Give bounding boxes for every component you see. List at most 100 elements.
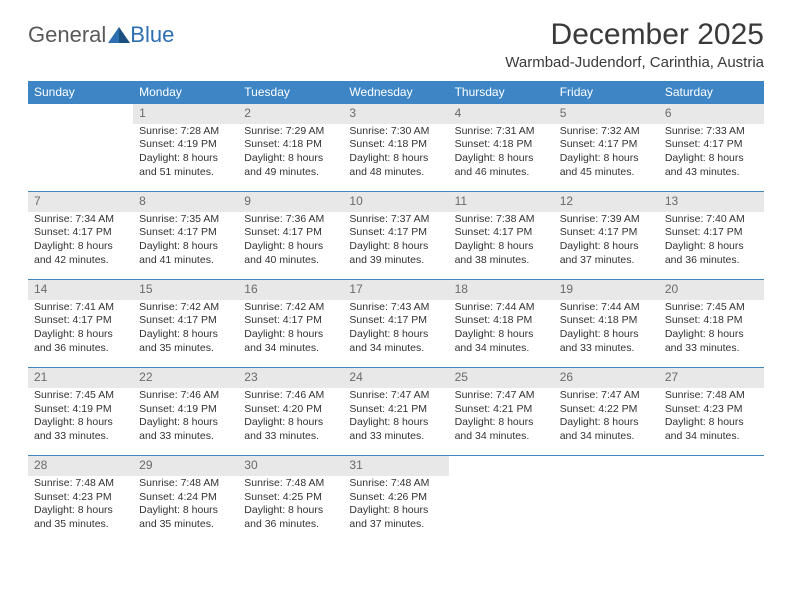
daylight-text: and 36 minutes. (665, 254, 758, 268)
day-cell: Sunrise: 7:40 AMSunset: 4:17 PMDaylight:… (659, 212, 764, 280)
daylight-text: Daylight: 8 hours (139, 416, 232, 430)
sunset-text: Sunset: 4:17 PM (139, 226, 232, 240)
day-cell: Sunrise: 7:34 AMSunset: 4:17 PMDaylight:… (28, 212, 133, 280)
day-cell: Sunrise: 7:33 AMSunset: 4:17 PMDaylight:… (659, 124, 764, 192)
daylight-text: Daylight: 8 hours (665, 328, 758, 342)
daylight-text: and 41 minutes. (139, 254, 232, 268)
sunrise-text: Sunrise: 7:37 AM (349, 213, 442, 227)
day-number: 23 (238, 368, 343, 388)
day-cell: Sunrise: 7:36 AMSunset: 4:17 PMDaylight:… (238, 212, 343, 280)
sunset-text: Sunset: 4:18 PM (455, 314, 548, 328)
daylight-text: Daylight: 8 hours (349, 328, 442, 342)
daynum-row: 21222324252627 (28, 368, 764, 388)
daynum-row: 78910111213 (28, 192, 764, 212)
sunrise-text: Sunrise: 7:46 AM (244, 389, 337, 403)
day-number: 17 (343, 280, 448, 300)
day-number: 18 (449, 280, 554, 300)
day-number: 5 (554, 104, 659, 124)
daylight-text: Daylight: 8 hours (349, 504, 442, 518)
day-header: Monday (133, 81, 238, 104)
sunset-text: Sunset: 4:21 PM (349, 403, 442, 417)
sunrise-text: Sunrise: 7:35 AM (139, 213, 232, 227)
day-cell: Sunrise: 7:47 AMSunset: 4:22 PMDaylight:… (554, 388, 659, 456)
sunrise-text: Sunrise: 7:48 AM (34, 477, 127, 491)
day-header: Thursday (449, 81, 554, 104)
daylight-text: Daylight: 8 hours (665, 416, 758, 430)
day-header: Wednesday (343, 81, 448, 104)
sunset-text: Sunset: 4:18 PM (455, 138, 548, 152)
content-row: Sunrise: 7:41 AMSunset: 4:17 PMDaylight:… (28, 300, 764, 368)
day-number: 19 (554, 280, 659, 300)
day-header: Saturday (659, 81, 764, 104)
sunset-text: Sunset: 4:23 PM (34, 491, 127, 505)
daylight-text: Daylight: 8 hours (139, 152, 232, 166)
sunrise-text: Sunrise: 7:32 AM (560, 125, 653, 139)
daylight-text: Daylight: 8 hours (244, 504, 337, 518)
day-number: 3 (343, 104, 448, 124)
daynum-row: 28293031 (28, 456, 764, 476)
day-cell (449, 476, 554, 544)
day-cell: Sunrise: 7:45 AMSunset: 4:18 PMDaylight:… (659, 300, 764, 368)
daylight-text: Daylight: 8 hours (455, 152, 548, 166)
daylight-text: and 36 minutes. (34, 342, 127, 356)
sunset-text: Sunset: 4:17 PM (349, 226, 442, 240)
daylight-text: Daylight: 8 hours (560, 152, 653, 166)
daylight-text: and 40 minutes. (244, 254, 337, 268)
sunset-text: Sunset: 4:17 PM (455, 226, 548, 240)
sunset-text: Sunset: 4:17 PM (244, 314, 337, 328)
day-header: Friday (554, 81, 659, 104)
day-cell: Sunrise: 7:47 AMSunset: 4:21 PMDaylight:… (449, 388, 554, 456)
sunset-text: Sunset: 4:17 PM (139, 314, 232, 328)
sunrise-text: Sunrise: 7:42 AM (244, 301, 337, 315)
day-number: 4 (449, 104, 554, 124)
sunrise-text: Sunrise: 7:44 AM (560, 301, 653, 315)
daylight-text: Daylight: 8 hours (349, 240, 442, 254)
day-cell: Sunrise: 7:32 AMSunset: 4:17 PMDaylight:… (554, 124, 659, 192)
day-number: 28 (28, 456, 133, 476)
daylight-text: Daylight: 8 hours (34, 504, 127, 518)
sunrise-text: Sunrise: 7:33 AM (665, 125, 758, 139)
daylight-text: and 34 minutes. (665, 430, 758, 444)
day-cell (554, 476, 659, 544)
day-cell: Sunrise: 7:30 AMSunset: 4:18 PMDaylight:… (343, 124, 448, 192)
day-number: 24 (343, 368, 448, 388)
sunset-text: Sunset: 4:19 PM (139, 403, 232, 417)
day-header-row: Sunday Monday Tuesday Wednesday Thursday… (28, 81, 764, 104)
content-row: Sunrise: 7:34 AMSunset: 4:17 PMDaylight:… (28, 212, 764, 280)
sunset-text: Sunset: 4:23 PM (665, 403, 758, 417)
day-number: 14 (28, 280, 133, 300)
daylight-text: Daylight: 8 hours (455, 416, 548, 430)
daylight-text: and 36 minutes. (244, 518, 337, 532)
sunset-text: Sunset: 4:17 PM (560, 226, 653, 240)
daylight-text: Daylight: 8 hours (244, 416, 337, 430)
sunrise-text: Sunrise: 7:30 AM (349, 125, 442, 139)
day-number: 25 (449, 368, 554, 388)
daynum-row: 123456 (28, 104, 764, 124)
day-number: 29 (133, 456, 238, 476)
day-number: 8 (133, 192, 238, 212)
daylight-text: Daylight: 8 hours (139, 328, 232, 342)
sunrise-text: Sunrise: 7:48 AM (665, 389, 758, 403)
sunset-text: Sunset: 4:17 PM (34, 314, 127, 328)
sunset-text: Sunset: 4:17 PM (665, 138, 758, 152)
daylight-text: and 33 minutes. (34, 430, 127, 444)
daylight-text: Daylight: 8 hours (455, 240, 548, 254)
day-number: 1 (133, 104, 238, 124)
day-cell: Sunrise: 7:44 AMSunset: 4:18 PMDaylight:… (554, 300, 659, 368)
sunrise-text: Sunrise: 7:46 AM (139, 389, 232, 403)
daylight-text: Daylight: 8 hours (560, 328, 653, 342)
day-cell: Sunrise: 7:48 AMSunset: 4:25 PMDaylight:… (238, 476, 343, 544)
sunrise-text: Sunrise: 7:28 AM (139, 125, 232, 139)
day-header: Sunday (28, 81, 133, 104)
logo-text-blue: Blue (130, 22, 174, 48)
daylight-text: Daylight: 8 hours (244, 240, 337, 254)
daylight-text: Daylight: 8 hours (455, 328, 548, 342)
daylight-text: and 42 minutes. (34, 254, 127, 268)
daylight-text: Daylight: 8 hours (560, 240, 653, 254)
daylight-text: Daylight: 8 hours (139, 504, 232, 518)
day-cell: Sunrise: 7:38 AMSunset: 4:17 PMDaylight:… (449, 212, 554, 280)
day-cell: Sunrise: 7:45 AMSunset: 4:19 PMDaylight:… (28, 388, 133, 456)
daylight-text: and 46 minutes. (455, 166, 548, 180)
daylight-text: and 33 minutes. (560, 342, 653, 356)
daynum-row: 14151617181920 (28, 280, 764, 300)
